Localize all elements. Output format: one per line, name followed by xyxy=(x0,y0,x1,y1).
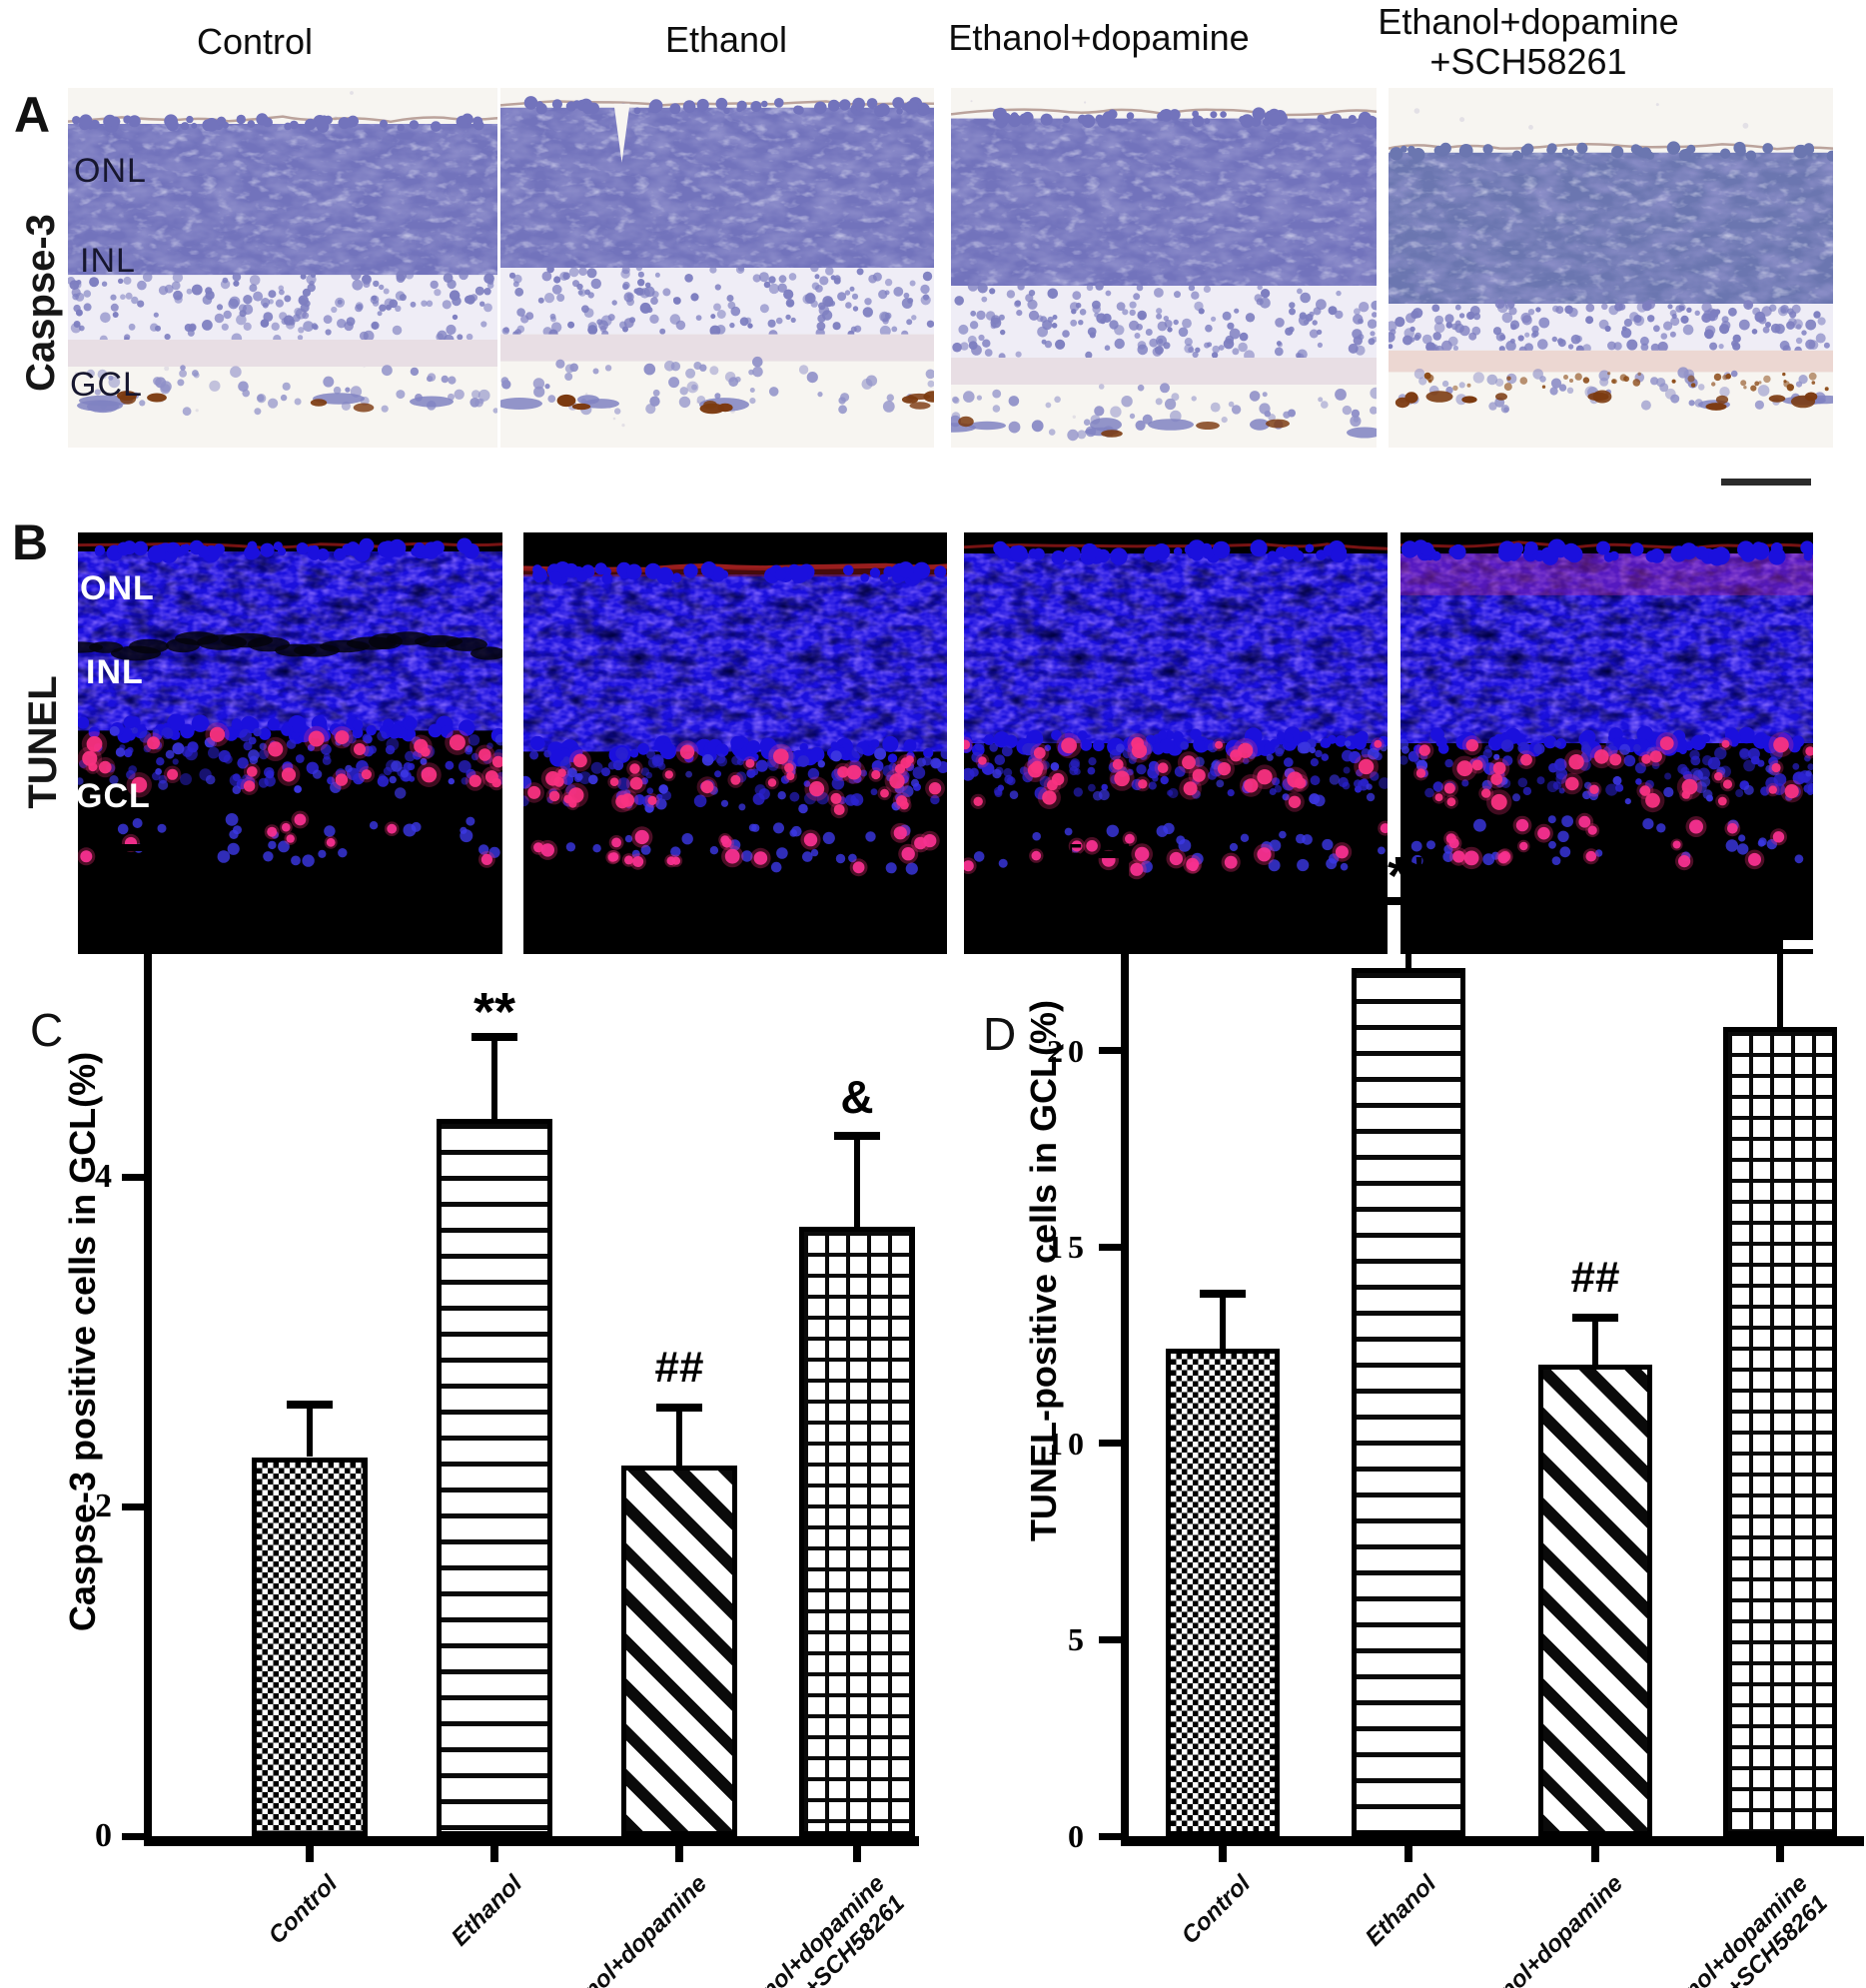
bar-ethanol-dopamine-sch58261 xyxy=(1723,1027,1837,1836)
error-bar-line xyxy=(1220,1294,1226,1350)
micrograph-a-ethanol xyxy=(500,88,934,448)
x-tick xyxy=(853,1846,861,1862)
panel-letter-d: D xyxy=(983,1008,1017,1060)
y-tick-label: 0 xyxy=(95,1817,112,1854)
x-category-label: Control xyxy=(1176,1870,1257,1950)
layer-label-gcl-a: GCL xyxy=(70,366,143,404)
x-tick xyxy=(306,1846,314,1862)
bar-ethanol-dopamine-sch58261 xyxy=(799,1226,915,1836)
y-tick-label: 25 xyxy=(1047,836,1089,872)
error-bar-line xyxy=(1592,1317,1598,1366)
panel-letter-a: A xyxy=(14,87,51,143)
sig-label: ** xyxy=(472,981,516,1042)
error-bar-line xyxy=(676,1408,682,1466)
micrograph-a-control xyxy=(68,88,497,448)
sig-label: ## xyxy=(1570,1252,1620,1302)
error-bar-line xyxy=(1777,932,1783,1027)
row-label-caspase3: Caspse-3 xyxy=(19,214,63,392)
layer-label-onl-b: ONL xyxy=(80,569,155,607)
error-bar-cap xyxy=(1200,1290,1246,1299)
scale-bar-b xyxy=(1777,940,1815,949)
panel-letter-c: C xyxy=(30,1004,64,1056)
y-tick-label: 0 xyxy=(1068,1818,1089,1854)
column-header-ethanol-dopamine-sch58261: Ethanol+dopamine +SCH58261 xyxy=(1378,1,1679,83)
micrograph-b-ethanol-dopamine-sch58261 xyxy=(1400,532,1813,954)
y-tick-label: 15 xyxy=(1047,1229,1089,1266)
y-tick-label: 10 xyxy=(1047,1425,1089,1462)
x-category-label: Control xyxy=(263,1870,344,1950)
y-tick xyxy=(1099,1243,1121,1251)
x-tick xyxy=(1404,1846,1412,1862)
sig-label: ** xyxy=(1387,846,1430,907)
error-bar-cap xyxy=(471,1032,517,1041)
scale-bar-a xyxy=(1721,479,1811,486)
y-tick xyxy=(122,1502,144,1510)
x-axis xyxy=(144,1836,919,1846)
error-bar-cap xyxy=(1386,897,1431,906)
error-bar-cap xyxy=(656,1404,702,1412)
bar-ethanol-dopamine xyxy=(621,1465,737,1836)
y-tick xyxy=(1099,1047,1121,1055)
y-tick-label: 6 xyxy=(95,828,112,865)
error-bar-line xyxy=(854,1135,860,1227)
micrograph-b-ethanol xyxy=(523,532,947,954)
bar-control xyxy=(1166,1349,1280,1836)
error-bar-line xyxy=(1405,901,1411,969)
x-tick xyxy=(1591,1846,1599,1862)
error-bar-cap xyxy=(287,1400,333,1409)
y-tick-label: 2 xyxy=(95,1488,112,1524)
layer-label-gcl-b: GCL xyxy=(76,777,151,815)
x-tick xyxy=(1776,1846,1784,1862)
micrograph-b-control xyxy=(78,532,502,954)
sig-label: & xyxy=(840,1070,874,1123)
sig-label: & xyxy=(1763,867,1797,920)
bar-ethanol xyxy=(1352,968,1465,1836)
layer-label-onl-a: ONL xyxy=(74,152,147,190)
y-axis xyxy=(144,837,152,1846)
y-tick xyxy=(1099,850,1121,858)
y-tick xyxy=(122,1173,144,1181)
y-axis xyxy=(1121,844,1129,1846)
sig-label: ## xyxy=(654,1343,704,1392)
y-tick xyxy=(1099,1832,1121,1840)
y-tick-label: 4 xyxy=(95,1158,112,1195)
layer-label-inl-a: INL xyxy=(80,242,136,280)
micrograph-a-ethanol-dopamine-sch58261 xyxy=(1389,88,1833,448)
error-bar-line xyxy=(307,1404,313,1458)
x-tick xyxy=(675,1846,683,1862)
micrograph-a-ethanol-dopamine xyxy=(951,88,1377,448)
bar-control xyxy=(252,1457,368,1836)
error-bar-cap xyxy=(1757,928,1803,937)
error-bar-line xyxy=(491,1036,497,1120)
layer-label-inl-b: INL xyxy=(86,653,144,691)
y-tick xyxy=(1099,1440,1121,1448)
error-bar-cap xyxy=(834,1131,880,1140)
x-tick xyxy=(1219,1846,1227,1862)
y-tick xyxy=(1099,1635,1121,1643)
y-tick xyxy=(122,843,144,851)
chart-c-y-axis-title: Caspse-3 positive cells in GCL(%) xyxy=(62,1051,103,1632)
column-header-ethanol: Ethanol xyxy=(664,19,788,60)
error-bar-cap xyxy=(1572,1313,1618,1322)
x-tick xyxy=(490,1846,498,1862)
row-label-tunel: TUNEL xyxy=(21,675,65,809)
column-header-control: Control xyxy=(196,21,314,62)
bar-ethanol xyxy=(437,1119,552,1836)
panel-letter-b: B xyxy=(12,514,49,570)
y-tick-label: 5 xyxy=(1068,1621,1089,1658)
y-tick xyxy=(122,1832,144,1840)
x-axis xyxy=(1121,1836,1864,1846)
y-tick-label: 20 xyxy=(1047,1032,1089,1069)
micrograph-b-ethanol-dopamine xyxy=(964,532,1388,954)
bar-ethanol-dopamine xyxy=(1538,1365,1652,1836)
column-header-ethanol-dopamine: Ethanol+dopamine xyxy=(948,17,1250,58)
